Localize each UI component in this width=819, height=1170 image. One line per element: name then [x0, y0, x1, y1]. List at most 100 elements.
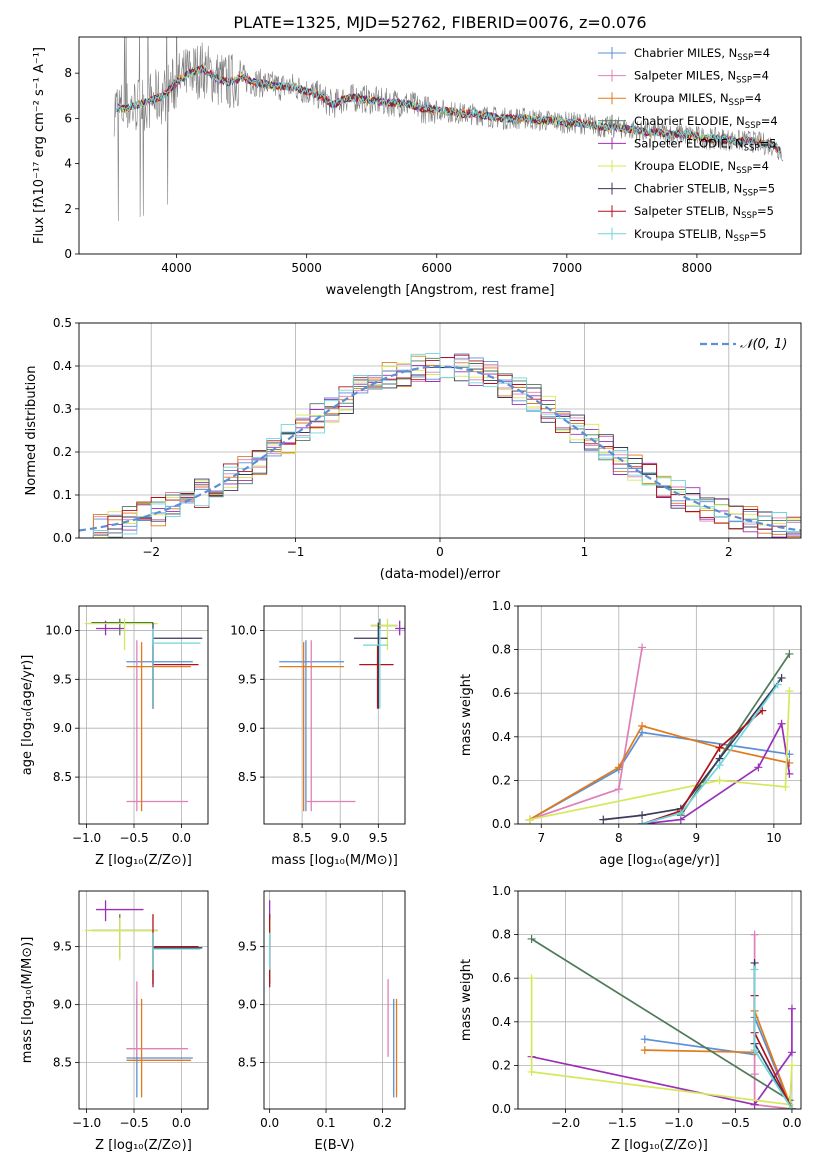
y-tick-label: 0.0	[492, 1102, 511, 1116]
y-tick-label: 8	[64, 66, 72, 80]
spectrum-data-line	[113, 37, 784, 222]
y-tick-label: 6	[64, 111, 72, 125]
x-axis-label: E(B-V)	[314, 1138, 354, 1153]
y-tick-label: 9.5	[238, 940, 257, 954]
y-tick-label: 9.0	[238, 721, 257, 735]
y-tick-label: 9.5	[238, 672, 257, 686]
panel-weight-vs-Z: −2.0 −1.5 −1.0 −0.5 0.0 0.0 0.2 0.4 0.6 0.8 1.0 Z […	[459, 884, 801, 1153]
y-tick-label: 0	[64, 247, 72, 261]
plot-area	[525, 643, 794, 824]
y-tick-label: 1.0	[492, 884, 511, 898]
series-line-chabrier-miles	[529, 731, 790, 821]
marker-kroupa-stelib	[773, 680, 782, 689]
y-tick-label: 9.5	[53, 940, 72, 954]
legend-label-kroupa-stelib: Kroupa STELIB, NSSP=5	[634, 227, 766, 244]
plot-area	[113, 37, 784, 222]
series-line-salpeter-miles	[529, 647, 643, 821]
marker-salpeter-elodie	[777, 719, 786, 728]
legend-label-salpeter-stelib: Salpeter STELIB, NSSP=5	[634, 204, 774, 221]
marker-kroupa-elodie	[527, 974, 536, 983]
marker-salpeter-elodie	[787, 1048, 796, 1057]
marker-chabrier-stelib	[777, 673, 786, 682]
panel-mass-vs-Z: −1.0 −0.5 0.0 8.5 9.0 9.5 Z [log₁₀(Z/Z⊙)] mass …	[20, 890, 209, 1153]
x-tick-label: 0	[436, 545, 444, 559]
y-axis-label: Normed distribution	[24, 366, 39, 496]
marker-kroupa-miles	[614, 763, 623, 772]
x-tick-label: 8.5	[293, 831, 312, 845]
x-tick-label: 0.1	[316, 1116, 335, 1130]
plot-area	[79, 353, 801, 538]
legend-label-salpeter-elodie: Salpeter ELODIE, NSSP=5	[634, 136, 777, 153]
x-tick-label: 6000	[421, 261, 452, 275]
marker-salpeter-elodie	[754, 763, 763, 772]
marker-kroupa-elodie	[525, 815, 534, 824]
axes-frame	[263, 890, 406, 1110]
series-line-salpeter-elodie	[531, 1008, 793, 1106]
y-axis-label: mass [log₁₀(M/M⊙)]	[20, 937, 35, 1064]
panel-age-vs-Z: −1.0 −0.5 0.0 8.5 9.0 9.5 10.0 Z [log₁₀(Z/Z⊙)] a…	[20, 605, 209, 868]
y-tick-label: 0.2	[53, 445, 72, 459]
series-line-kroupa-stelib	[753, 969, 793, 1109]
y-tick-label: 8.5	[238, 770, 257, 784]
y-tick-label: 0.6	[492, 686, 511, 700]
marker-kroupa-stelib	[787, 1105, 796, 1109]
axes-frame	[78, 890, 209, 1110]
x-axis-label: (data-model)/error	[380, 567, 501, 582]
marker-kroupa-stelib	[750, 1046, 759, 1055]
y-tick-label: 8.5	[53, 770, 72, 784]
plot-area	[279, 618, 405, 812]
plot-area	[84, 618, 203, 812]
y-axis-label: Flux [fλ10⁻¹⁷ erg cm⁻² s⁻¹ A⁻¹]	[32, 47, 47, 244]
marker-chabrier-stelib	[599, 815, 608, 824]
y-tick-label: 0.8	[492, 928, 511, 942]
y-tick-label: 0.2	[492, 1058, 511, 1072]
model-line-kroupa-stelib	[116, 65, 781, 155]
marker-kroupa-elodie	[787, 1061, 796, 1070]
x-tick-label: −0.5	[119, 831, 148, 845]
legend-label-chabrier-miles: Chabrier MILES, NSSP=4	[634, 46, 770, 63]
marker-salpeter-stelib	[715, 743, 724, 752]
x-tick-label: 7	[537, 831, 545, 845]
legend-label-gaussian: 𝒩(0, 1)	[740, 337, 787, 352]
x-tick-label: 9.5	[369, 831, 388, 845]
axes-frame	[78, 36, 802, 255]
x-tick-label: 7000	[552, 261, 583, 275]
legend-label-kroupa-miles: Kroupa MILES, NSSP=4	[634, 91, 761, 108]
y-tick-label: 4	[64, 157, 72, 171]
y-tick-label: 9.0	[53, 721, 72, 735]
legend-label-salpeter-miles: Salpeter MILES, NSSP=4	[634, 69, 769, 86]
x-tick-label: −1.5	[608, 1116, 637, 1130]
plot-area	[84, 900, 203, 1098]
x-tick-label: 5000	[291, 261, 322, 275]
y-tick-label: 0.8	[492, 643, 511, 657]
x-tick-label: 0.0	[172, 831, 191, 845]
marker-kroupa-stelib	[750, 965, 759, 974]
panel-weight-vs-age: 7 8 9 10 0.0 0.2 0.4 0.6 0.8 1.0 age [log₁₀(age/yr…	[459, 599, 802, 868]
x-tick-label: −1.0	[664, 1116, 693, 1130]
axes-frame	[78, 605, 209, 825]
marker-salpeter-miles	[614, 785, 623, 794]
panel-age-vs-mass: 8.5 9.0 9.5 8.5 9.0 9.5 10.0 mass [log₁₀(M/M⊙)]	[230, 605, 406, 868]
x-axis-label: age [log₁₀(age/yr)]	[599, 853, 720, 868]
marker-salpeter-elodie	[750, 1100, 759, 1109]
marker-chabrier-elodie	[527, 934, 536, 943]
marker-kroupa-elodie	[527, 1067, 536, 1076]
x-tick-label: 4000	[161, 261, 192, 275]
x-axis-label: mass [log₁₀(M/M⊙)]	[271, 853, 398, 868]
marker-kroupa-miles	[638, 721, 647, 730]
x-tick-label: −1	[287, 545, 305, 559]
x-tick-label: −1.0	[72, 831, 101, 845]
axes-frame	[517, 605, 802, 825]
x-axis-label: Z [log₁₀(Z/Z⊙)]	[95, 1138, 192, 1153]
x-axis-label: Z [log₁₀(Z/Z⊙)]	[95, 853, 192, 868]
y-tick-label: 0.4	[492, 730, 511, 744]
y-axis-label: age [log₁₀(age/yr)]	[20, 655, 35, 776]
x-tick-label: 0.2	[373, 1116, 392, 1130]
x-tick-label: −1.0	[72, 1116, 101, 1130]
y-tick-label: 10.0	[230, 623, 257, 637]
marker-kroupa-elodie	[785, 687, 794, 696]
marker-salpeter-elodie	[787, 1004, 796, 1013]
y-tick-label: 9.5	[53, 672, 72, 686]
marker-chabrier-stelib	[638, 811, 647, 820]
